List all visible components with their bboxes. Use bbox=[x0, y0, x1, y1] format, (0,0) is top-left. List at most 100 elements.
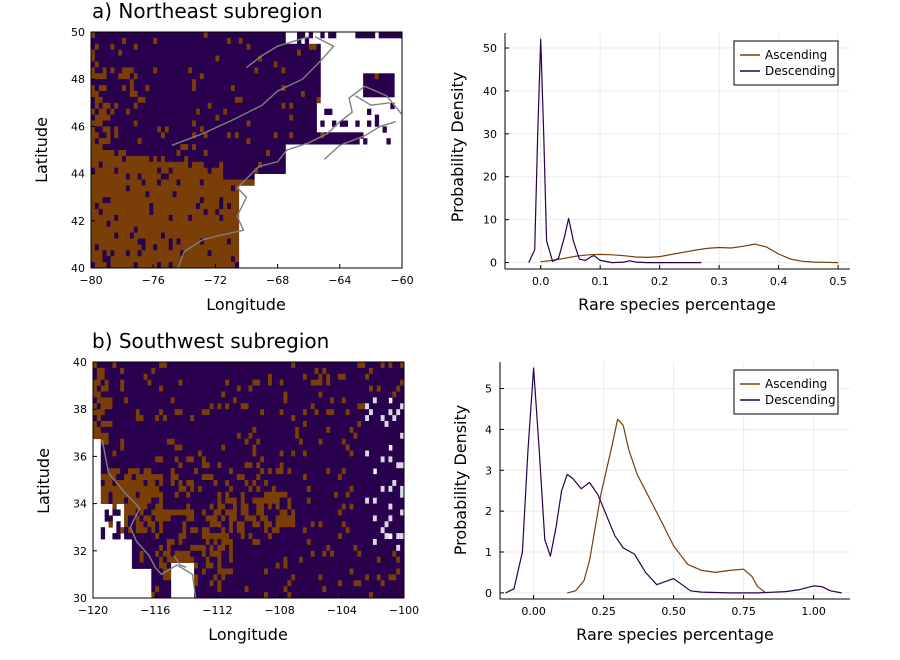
grid-cell bbox=[227, 161, 232, 169]
grid-cell bbox=[299, 397, 304, 404]
grid-cell bbox=[199, 173, 205, 180]
grid-cell bbox=[153, 67, 158, 74]
grid-cell bbox=[291, 480, 296, 487]
grid-cell bbox=[221, 491, 226, 499]
grid-cell bbox=[151, 409, 156, 416]
grid-cell bbox=[94, 226, 100, 233]
grid-cell bbox=[271, 385, 277, 392]
grid-cell bbox=[116, 426, 121, 434]
grid-cell bbox=[297, 49, 302, 56]
grid-cell bbox=[164, 114, 170, 121]
grid-cell bbox=[195, 185, 201, 192]
grid-cell bbox=[300, 91, 306, 98]
grid-cell bbox=[215, 179, 220, 186]
grid-cell bbox=[267, 491, 273, 499]
grid-cell bbox=[291, 426, 296, 434]
grid-cell bbox=[318, 533, 323, 540]
grid-cell bbox=[104, 509, 109, 516]
grid-cell bbox=[236, 385, 242, 392]
grid-cell bbox=[384, 533, 389, 540]
grid-cell bbox=[209, 397, 214, 404]
grid-cell bbox=[376, 556, 382, 563]
grid-cell bbox=[227, 79, 232, 86]
grid-cell bbox=[304, 73, 310, 80]
grid-cell bbox=[162, 391, 168, 398]
grid-cell bbox=[116, 421, 121, 428]
grid-cell bbox=[145, 197, 150, 204]
grid-cell bbox=[312, 120, 317, 127]
grid-cell bbox=[392, 421, 397, 428]
grid-cell bbox=[234, 197, 240, 204]
grid-cell bbox=[168, 220, 174, 228]
grid-cell bbox=[213, 397, 218, 404]
grid-cell bbox=[269, 96, 275, 104]
grid-cell bbox=[131, 550, 137, 558]
grid-cell bbox=[155, 568, 160, 575]
grid-cell bbox=[380, 438, 385, 445]
grid-cell bbox=[219, 161, 224, 169]
grid-cell bbox=[265, 73, 271, 80]
grid-cell bbox=[207, 85, 212, 92]
grid-cell bbox=[299, 379, 304, 386]
grid-cell bbox=[188, 179, 193, 186]
grid-cell bbox=[246, 120, 251, 127]
grid-cell bbox=[131, 362, 137, 369]
grid-cell bbox=[133, 226, 139, 233]
grid-cell bbox=[145, 191, 150, 198]
grid-cell bbox=[306, 444, 312, 451]
grid-cell bbox=[299, 409, 304, 416]
grid-cell bbox=[353, 385, 358, 392]
grid-cell bbox=[182, 550, 187, 558]
grid-cell bbox=[388, 450, 393, 457]
grid-cell bbox=[137, 67, 142, 74]
grid-cell bbox=[297, 108, 302, 115]
grid-cell bbox=[143, 415, 148, 422]
grid-cell bbox=[120, 491, 125, 499]
grid-cell bbox=[215, 256, 220, 263]
grid-cell bbox=[213, 533, 218, 540]
grid-cell bbox=[127, 444, 133, 451]
grid-cell bbox=[122, 79, 127, 86]
grid-cell bbox=[139, 515, 144, 522]
grid-cell bbox=[93, 409, 98, 416]
grid-cell bbox=[118, 250, 123, 257]
grid-cell bbox=[137, 197, 142, 204]
grid-cell bbox=[164, 120, 170, 127]
grid-cell bbox=[188, 209, 193, 216]
grid-cell bbox=[384, 568, 389, 575]
grid-cell bbox=[114, 244, 119, 251]
grid-cell bbox=[207, 238, 212, 245]
grid-cell bbox=[172, 209, 177, 216]
grid-cell bbox=[244, 574, 249, 581]
grid-cell bbox=[211, 67, 216, 74]
grid-cell bbox=[125, 43, 131, 51]
grid-cell bbox=[372, 426, 378, 434]
grid-cell bbox=[178, 550, 183, 558]
grid-cell bbox=[310, 468, 315, 475]
grid-cell bbox=[281, 73, 286, 80]
grid-cell bbox=[396, 521, 401, 528]
grid-cell bbox=[334, 550, 339, 558]
grid-cell bbox=[388, 415, 393, 422]
grid-cell bbox=[137, 214, 142, 222]
grid-cell bbox=[225, 533, 230, 540]
grid-cell bbox=[215, 114, 220, 121]
grid-cell bbox=[145, 214, 150, 222]
grid-cell bbox=[365, 367, 370, 375]
grid-cell bbox=[199, 120, 205, 127]
grid-cell bbox=[114, 209, 119, 216]
grid-cell bbox=[302, 367, 308, 375]
grid-cell bbox=[361, 373, 366, 381]
grid-cell bbox=[102, 73, 107, 80]
grid-cell bbox=[326, 497, 331, 504]
grid-cell bbox=[91, 120, 96, 127]
grid-cell bbox=[133, 96, 139, 104]
grid-cell bbox=[256, 556, 261, 563]
grid-cell bbox=[180, 37, 185, 45]
grid-cell bbox=[159, 550, 164, 558]
grid-cell bbox=[127, 385, 133, 392]
grid-cell bbox=[182, 367, 187, 375]
grid-cell bbox=[211, 197, 216, 204]
grid-cell bbox=[137, 262, 142, 269]
grid-cell bbox=[271, 415, 277, 422]
